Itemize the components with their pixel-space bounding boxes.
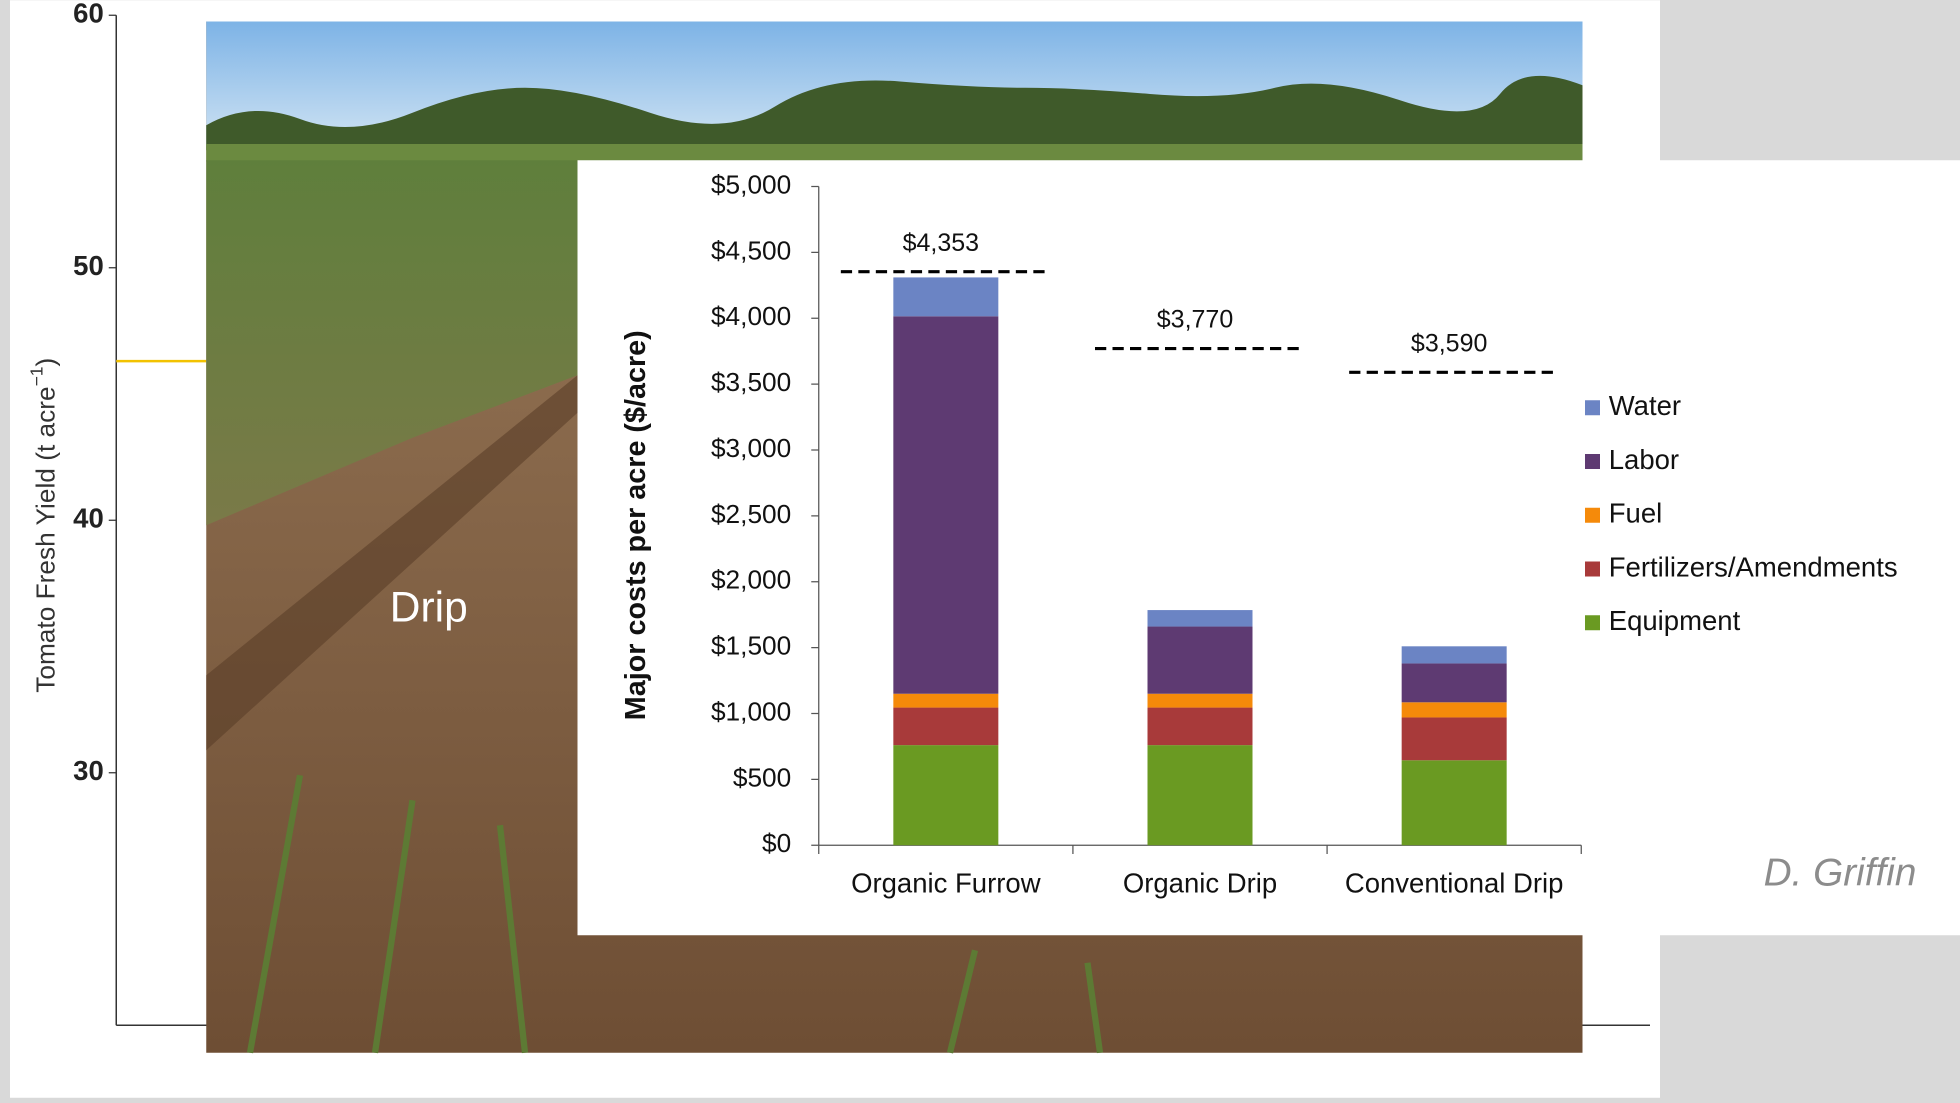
legend-label: Fertilizers/Amendments xyxy=(1609,551,1898,582)
total-label: $4,353 xyxy=(903,229,979,257)
y-axis-title: Tomato Fresh Yield (t acre−1) xyxy=(26,358,60,693)
legend-label: Fuel xyxy=(1609,498,1663,529)
total-label: $3,590 xyxy=(1411,329,1487,357)
y-axis-title-sup: −1 xyxy=(26,366,46,386)
y-axis-title: Major costs per acre ($/acre) xyxy=(620,330,652,720)
bar-segment xyxy=(1148,694,1253,708)
bar-segment xyxy=(1402,646,1507,663)
y-tick-label: $2,000 xyxy=(711,565,791,595)
bar-segment xyxy=(1402,702,1507,717)
bar-segment xyxy=(1148,708,1253,746)
bar-segment xyxy=(893,708,998,746)
legend-swatch xyxy=(1585,562,1600,577)
total-label: $3,770 xyxy=(1157,306,1233,334)
legend-label: Water xyxy=(1609,390,1681,421)
legend-swatch xyxy=(1585,454,1600,469)
y-tick-label: $2,500 xyxy=(711,499,791,529)
x-tick-label: Organic Drip xyxy=(1123,868,1277,899)
x-tick-label: Organic Furrow xyxy=(851,868,1041,899)
bar-segment xyxy=(893,694,998,708)
legend-swatch xyxy=(1585,508,1600,523)
legend-swatch xyxy=(1585,400,1600,415)
y-tick-label: 50 xyxy=(73,250,104,281)
x-tick-label: Conventional Drip xyxy=(1345,868,1564,899)
photo-label: Drip xyxy=(390,584,468,631)
bar-segment xyxy=(1402,760,1507,845)
bar-segment xyxy=(1148,745,1253,845)
y-tick-label: $1,000 xyxy=(711,696,791,726)
legend-label: Labor xyxy=(1609,444,1679,475)
y-tick-label: $0 xyxy=(762,828,791,858)
credit: D. Griffin xyxy=(1764,851,1917,894)
bar-segment xyxy=(1148,627,1253,694)
bar-segment xyxy=(1402,663,1507,702)
y-axis-title-main: Tomato Fresh Yield (t acre xyxy=(30,386,60,692)
bar-segment xyxy=(1148,610,1253,626)
y-tick-label: $5,000 xyxy=(711,169,791,199)
y-tick-label: $4,500 xyxy=(711,235,791,265)
bar-segment xyxy=(893,316,998,693)
y-tick-label: 40 xyxy=(73,503,104,534)
inset-panel xyxy=(578,160,1960,935)
y-tick-label: $500 xyxy=(733,762,791,792)
y-tick-label: 60 xyxy=(73,0,104,29)
bar-segment xyxy=(893,277,998,316)
y-tick-label: $1,500 xyxy=(711,631,791,661)
y-axis-title-end: ) xyxy=(30,358,60,367)
y-tick-label: $3,000 xyxy=(711,433,791,463)
bar-segment xyxy=(1402,717,1507,760)
y-tick-label: 30 xyxy=(73,755,104,786)
legend-label: Equipment xyxy=(1609,605,1741,636)
bar-segment xyxy=(893,745,998,845)
y-tick-label: $3,500 xyxy=(711,367,791,397)
y-tick-label: $4,000 xyxy=(711,301,791,331)
legend-swatch xyxy=(1585,615,1600,630)
